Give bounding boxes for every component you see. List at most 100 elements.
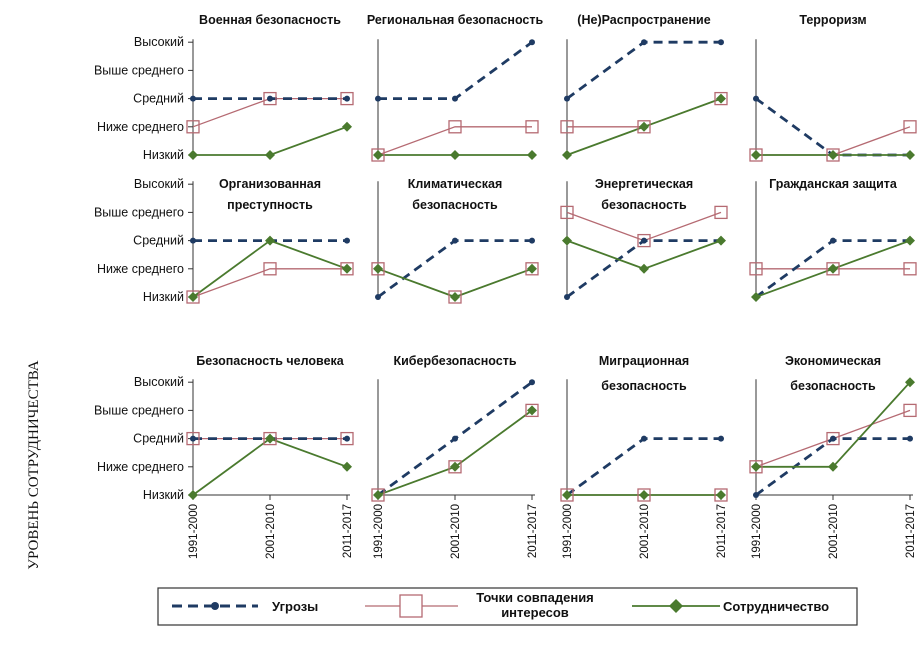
x-tick-label: 1991-2000: [373, 504, 385, 559]
interests-point: [637, 120, 651, 134]
cooperation-point: [188, 490, 198, 500]
y-tick-label: Выше среднего: [94, 403, 184, 417]
cooperation-point: [828, 263, 838, 274]
cooperation-point: [751, 292, 761, 302]
cooperation-point: [716, 490, 726, 500]
threats-point: [753, 95, 759, 102]
interests-point: [371, 148, 385, 162]
legend-interests-label: интересов: [501, 605, 569, 620]
interests-point: [525, 120, 539, 134]
interests-point: [186, 290, 200, 304]
series-cooperation-line: [756, 381, 911, 468]
interests-point: [826, 262, 840, 276]
interests-point: [749, 460, 763, 474]
panel-title: Организованная: [219, 177, 321, 191]
cooperation-point: [373, 263, 383, 274]
threats-point: [753, 492, 759, 498]
panel-title: (Не)Распространение: [577, 13, 710, 27]
panel-title: безопасность: [601, 198, 687, 212]
series-threats-line: [566, 437, 721, 497]
interests-point: [714, 488, 728, 502]
y-tick-label: Высокий: [134, 375, 184, 389]
panels-grid: Низкий Ниже среднего Средний Выше среднего В…: [94, 13, 917, 559]
panel-5: Организованная преступность: [186, 177, 354, 304]
panel-title: Климатическая: [408, 177, 503, 191]
panel-title: Миграционная: [599, 354, 689, 368]
cooperation-point: [828, 150, 838, 160]
series-interests-line: [192, 97, 347, 128]
cooperation-point: [562, 150, 572, 160]
cooperation-point: [373, 150, 383, 160]
cooperation-point: [562, 490, 572, 500]
interests-point: [749, 148, 763, 162]
panel-title: Безопасность человека: [196, 354, 345, 368]
interests-point: [448, 120, 462, 134]
y-tick-label: Средний: [133, 92, 184, 106]
panel-7: Энергетическая безопасность: [560, 177, 728, 300]
interests-point: [263, 262, 277, 276]
y-axis-title: УРОВЕНЬ СОТРУДНИЧЕСТВА: [26, 360, 42, 569]
cooperation-point: [527, 405, 537, 416]
series-threats-line: [566, 40, 721, 100]
cooperation-point: [905, 235, 915, 246]
cooperation-point: [373, 490, 383, 500]
threats-point: [190, 95, 196, 102]
y-tick-label: Низкий: [143, 148, 184, 162]
interests-point: [903, 120, 917, 134]
threats-point: [190, 237, 196, 244]
interests-point: [560, 488, 574, 502]
y-axis-row-2: Низкий Ниже среднего Средний Выше среднего В…: [94, 177, 193, 304]
interests-point: [903, 262, 917, 276]
x-tick-label: 2011-2017: [527, 504, 539, 558]
cooperation-point: [265, 235, 275, 246]
cooperation-point: [188, 292, 198, 302]
cooperation-point: [527, 150, 537, 160]
threats-point: [452, 237, 458, 244]
cooperation-point: [905, 377, 915, 388]
x-axis-col-3: 1991-2000 2001-2010 2011-2017: [562, 495, 728, 559]
threats-point: [830, 435, 836, 442]
panel-title: Гражданская защита: [769, 177, 898, 191]
interests-point: [826, 148, 840, 162]
panel-title: безопасность: [412, 198, 498, 212]
panel-11: Миграционная безопасность: [560, 354, 728, 502]
y-tick-label: Высокий: [134, 177, 184, 191]
interests-point: [637, 488, 651, 502]
cooperation-point: [527, 263, 537, 274]
interests-point: [903, 403, 917, 418]
cooperation-point: [450, 461, 460, 472]
series-interests-line: [377, 126, 532, 156]
cooperation-point: [716, 235, 726, 246]
legend-cooperation-marker: [669, 599, 683, 613]
interests-point: [186, 431, 200, 446]
y-tick-label: Выше среднего: [94, 205, 184, 219]
y-axis-row-3: Низкий Ниже среднего Средний Выше среднего В…: [94, 375, 193, 502]
interests-point: [186, 120, 200, 134]
threats-point: [529, 237, 535, 244]
series-interests-line: [377, 409, 533, 496]
cooperation-point: [639, 263, 649, 274]
interests-point: [448, 290, 462, 304]
legend-interests-marker: [399, 594, 423, 618]
threats-point: [907, 435, 913, 442]
x-tick-label: 2001-2010: [828, 504, 840, 559]
cooperation-point: [639, 121, 649, 132]
x-axis-col-1: 1991-2000 2001-2010 2011-2017: [188, 495, 354, 559]
threats-point: [641, 435, 647, 442]
panel-3: (Не)Распространение: [560, 13, 728, 160]
interests-point: [448, 460, 462, 474]
interests-point: [749, 262, 763, 276]
cooperation-point: [450, 150, 460, 160]
cooperation-point: [716, 93, 726, 104]
panel-4: Терроризм: [749, 13, 917, 162]
threats-point: [267, 95, 273, 102]
panel-6: Климатическая безопасность: [371, 177, 539, 304]
x-axis-col-4: 1991-2000 2001-2010 2011-2017: [751, 495, 917, 559]
interests-point: [525, 262, 539, 276]
interests-point: [525, 403, 539, 418]
interests-point: [371, 262, 385, 276]
y-tick-label: Высокий: [134, 35, 184, 49]
interests-point: [340, 262, 354, 276]
interests-point: [637, 233, 651, 248]
